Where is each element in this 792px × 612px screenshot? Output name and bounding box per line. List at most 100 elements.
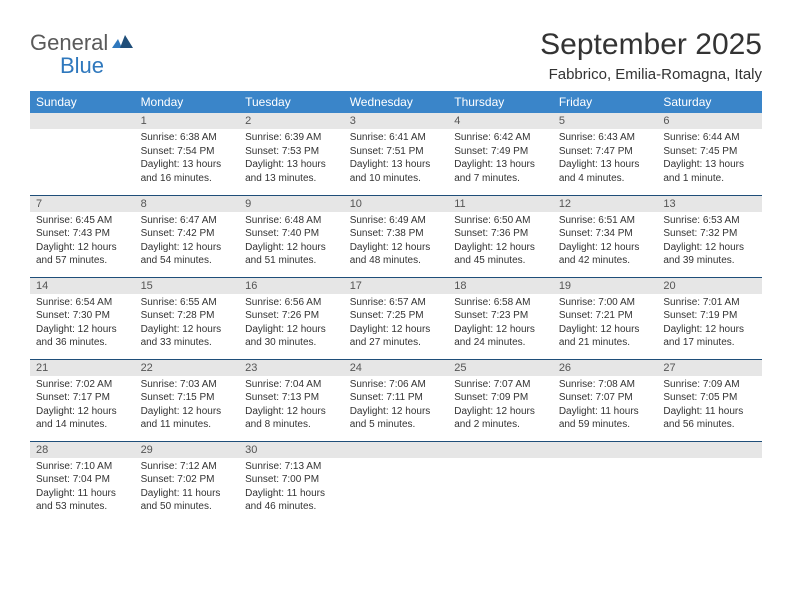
daylight-text: Daylight: 11 hours and 59 minutes. xyxy=(559,406,639,431)
sunrise-text: Sunrise: 6:41 AM xyxy=(350,132,426,143)
location-text: Fabbrico, Emilia-Romagna, Italy xyxy=(540,66,762,83)
day-details: Sunrise: 6:57 AMSunset: 7:25 PMDaylight:… xyxy=(344,294,449,354)
day-number: 19 xyxy=(553,278,658,294)
month-title: September 2025 xyxy=(540,28,762,62)
calendar-week-row: 21Sunrise: 7:02 AMSunset: 7:17 PMDayligh… xyxy=(30,359,762,441)
sunset-text: Sunset: 7:05 PM xyxy=(663,392,737,403)
daylight-text: Daylight: 12 hours and 11 minutes. xyxy=(141,406,222,431)
daylight-text: Daylight: 12 hours and 51 minutes. xyxy=(245,242,326,267)
calendar-day-cell: 6Sunrise: 6:44 AMSunset: 7:45 PMDaylight… xyxy=(657,113,762,195)
sunset-text: Sunset: 7:51 PM xyxy=(350,146,424,157)
daylight-text: Daylight: 12 hours and 54 minutes. xyxy=(141,242,222,267)
calendar-day-cell: 10Sunrise: 6:49 AMSunset: 7:38 PMDayligh… xyxy=(344,195,449,277)
daylight-text: Daylight: 11 hours and 50 minutes. xyxy=(141,488,221,513)
day-number: 13 xyxy=(657,196,762,212)
day-details: Sunrise: 6:53 AMSunset: 7:32 PMDaylight:… xyxy=(657,212,762,272)
calendar-day-cell: 20Sunrise: 7:01 AMSunset: 7:19 PMDayligh… xyxy=(657,277,762,359)
day-details: Sunrise: 6:47 AMSunset: 7:42 PMDaylight:… xyxy=(135,212,240,272)
day-details: Sunrise: 7:10 AMSunset: 7:04 PMDaylight:… xyxy=(30,458,135,518)
day-details: Sunrise: 7:08 AMSunset: 7:07 PMDaylight:… xyxy=(553,376,658,436)
day-details: Sunrise: 6:45 AMSunset: 7:43 PMDaylight:… xyxy=(30,212,135,272)
calendar-day-cell: 11Sunrise: 6:50 AMSunset: 7:36 PMDayligh… xyxy=(448,195,553,277)
sunset-text: Sunset: 7:00 PM xyxy=(245,474,319,485)
day-details: Sunrise: 7:06 AMSunset: 7:11 PMDaylight:… xyxy=(344,376,449,436)
calendar-day-cell: 29 Sunrise: 7:12 AM Sunset: 7:02 PM Dayligh… xyxy=(135,441,240,523)
day-number-empty xyxy=(553,442,658,458)
daylight-text: Daylight: 12 hours and 17 minutes. xyxy=(663,324,744,349)
sunrise-text: Sunrise: 7:12 AM xyxy=(141,461,217,472)
sunset-text: Sunset: 7:43 PM xyxy=(36,228,110,239)
sunrise-text: Sunrise: 6:57 AM xyxy=(350,297,426,308)
sunrise-text: Sunrise: 6:44 AM xyxy=(663,132,739,143)
calendar-day-cell: 27Sunrise: 7:09 AMSunset: 7:05 PMDayligh… xyxy=(657,359,762,441)
day-details: Sunrise: 6:44 AMSunset: 7:45 PMDaylight:… xyxy=(657,129,762,189)
day-details: Sunrise: 7:00 AMSunset: 7:21 PMDaylight:… xyxy=(553,294,658,354)
daylight-text: Daylight: 11 hours and 56 minutes. xyxy=(663,406,743,431)
calendar-week-row: 1Sunrise: 6:38 AMSunset: 7:54 PMDaylight… xyxy=(30,113,762,195)
day-details: Sunrise: 6:51 AMSunset: 7:34 PMDaylight:… xyxy=(553,212,658,272)
day-details: Sunrise: 6:38 AMSunset: 7:54 PMDaylight:… xyxy=(135,129,240,189)
day-number: 3 xyxy=(344,113,449,129)
calendar-day-cell: 7Sunrise: 6:45 AMSunset: 7:43 PMDaylight… xyxy=(30,195,135,277)
calendar-day-cell: 24Sunrise: 7:06 AMSunset: 7:11 PMDayligh… xyxy=(344,359,449,441)
day-number: 29 xyxy=(135,442,240,458)
sunrise-text: Sunrise: 6:54 AM xyxy=(36,297,112,308)
daylight-text: Daylight: 11 hours and 46 minutes. xyxy=(245,488,325,513)
sunset-text: Sunset: 7:42 PM xyxy=(141,228,215,239)
sunset-text: Sunset: 7:07 PM xyxy=(559,392,633,403)
daylight-text: Daylight: 13 hours and 13 minutes. xyxy=(245,159,326,184)
weekday-header: Saturday xyxy=(657,91,762,113)
calendar-day-cell: 8Sunrise: 6:47 AMSunset: 7:42 PMDaylight… xyxy=(135,195,240,277)
calendar-day-cell: 21Sunrise: 7:02 AMSunset: 7:17 PMDayligh… xyxy=(30,359,135,441)
sunset-text: Sunset: 7:23 PM xyxy=(454,310,528,321)
sunrise-text: Sunrise: 7:03 AM xyxy=(141,379,217,390)
daylight-text: Daylight: 12 hours and 27 minutes. xyxy=(350,324,431,349)
calendar-week-row: 7Sunrise: 6:45 AMSunset: 7:43 PMDaylight… xyxy=(30,195,762,277)
day-number: 10 xyxy=(344,196,449,212)
day-number: 9 xyxy=(239,196,344,212)
calendar-day-cell: 17Sunrise: 6:57 AMSunset: 7:25 PMDayligh… xyxy=(344,277,449,359)
daylight-text: Daylight: 12 hours and 39 minutes. xyxy=(663,242,744,267)
day-details: Sunrise: 6:43 AMSunset: 7:47 PMDaylight:… xyxy=(553,129,658,189)
day-number: 16 xyxy=(239,278,344,294)
daylight-text: Daylight: 12 hours and 33 minutes. xyxy=(141,324,222,349)
sunrise-text: Sunrise: 6:43 AM xyxy=(559,132,635,143)
day-details: Sunrise: 6:58 AMSunset: 7:23 PMDaylight:… xyxy=(448,294,553,354)
weekday-header: Wednesday xyxy=(344,91,449,113)
calendar-table: SundayMondayTuesdayWednesdayThursdayFrid… xyxy=(30,91,762,523)
sunset-text: Sunset: 7:54 PM xyxy=(141,146,215,157)
daylight-text: Daylight: 12 hours and 42 minutes. xyxy=(559,242,640,267)
sunrise-text: Sunrise: 6:58 AM xyxy=(454,297,530,308)
day-details: Sunrise: 6:49 AMSunset: 7:38 PMDaylight:… xyxy=(344,212,449,272)
calendar-day-cell xyxy=(30,113,135,195)
daylight-text: Daylight: 12 hours and 2 minutes. xyxy=(454,406,535,431)
day-details: Sunrise: 6:50 AMSunset: 7:36 PMDaylight:… xyxy=(448,212,553,272)
brand-name-1: General xyxy=(30,30,108,55)
daylight-text: Daylight: 12 hours and 45 minutes. xyxy=(454,242,535,267)
sunset-text: Sunset: 7:04 PM xyxy=(36,474,110,485)
sunrise-text: Sunrise: 6:39 AM xyxy=(245,132,321,143)
sunrise-text: Sunrise: 7:10 AM xyxy=(36,461,112,472)
day-number: 15 xyxy=(135,278,240,294)
sunset-text: Sunset: 7:49 PM xyxy=(454,146,528,157)
day-number: 21 xyxy=(30,360,135,376)
sunrise-text: Sunrise: 6:53 AM xyxy=(663,215,739,226)
brand-name-2: Blue xyxy=(30,53,104,78)
day-number: 22 xyxy=(135,360,240,376)
sunrise-text: Sunrise: 7:07 AM xyxy=(454,379,530,390)
day-details: Sunrise: 7:04 AMSunset: 7:13 PMDaylight:… xyxy=(239,376,344,436)
weekday-header: Sunday xyxy=(30,91,135,113)
calendar-header-row: SundayMondayTuesdayWednesdayThursdayFrid… xyxy=(30,91,762,113)
sunrise-text: Sunrise: 7:13 AM xyxy=(245,461,321,472)
brand-logo: General Blue xyxy=(30,28,134,78)
sunset-text: Sunset: 7:02 PM xyxy=(141,474,215,485)
day-number: 27 xyxy=(657,360,762,376)
calendar-day-cell: 19Sunrise: 7:00 AMSunset: 7:21 PMDayligh… xyxy=(553,277,658,359)
day-number: 30 xyxy=(239,442,344,458)
calendar-day-cell: 28Sunrise: 7:10 AMSunset: 7:04 PMDayligh… xyxy=(30,441,135,523)
calendar-day-cell: 12Sunrise: 6:51 AMSunset: 7:34 PMDayligh… xyxy=(553,195,658,277)
daylight-text: Daylight: 12 hours and 14 minutes. xyxy=(36,406,117,431)
sunset-text: Sunset: 7:40 PM xyxy=(245,228,319,239)
calendar-day-cell xyxy=(657,441,762,523)
sunset-text: Sunset: 7:09 PM xyxy=(454,392,528,403)
